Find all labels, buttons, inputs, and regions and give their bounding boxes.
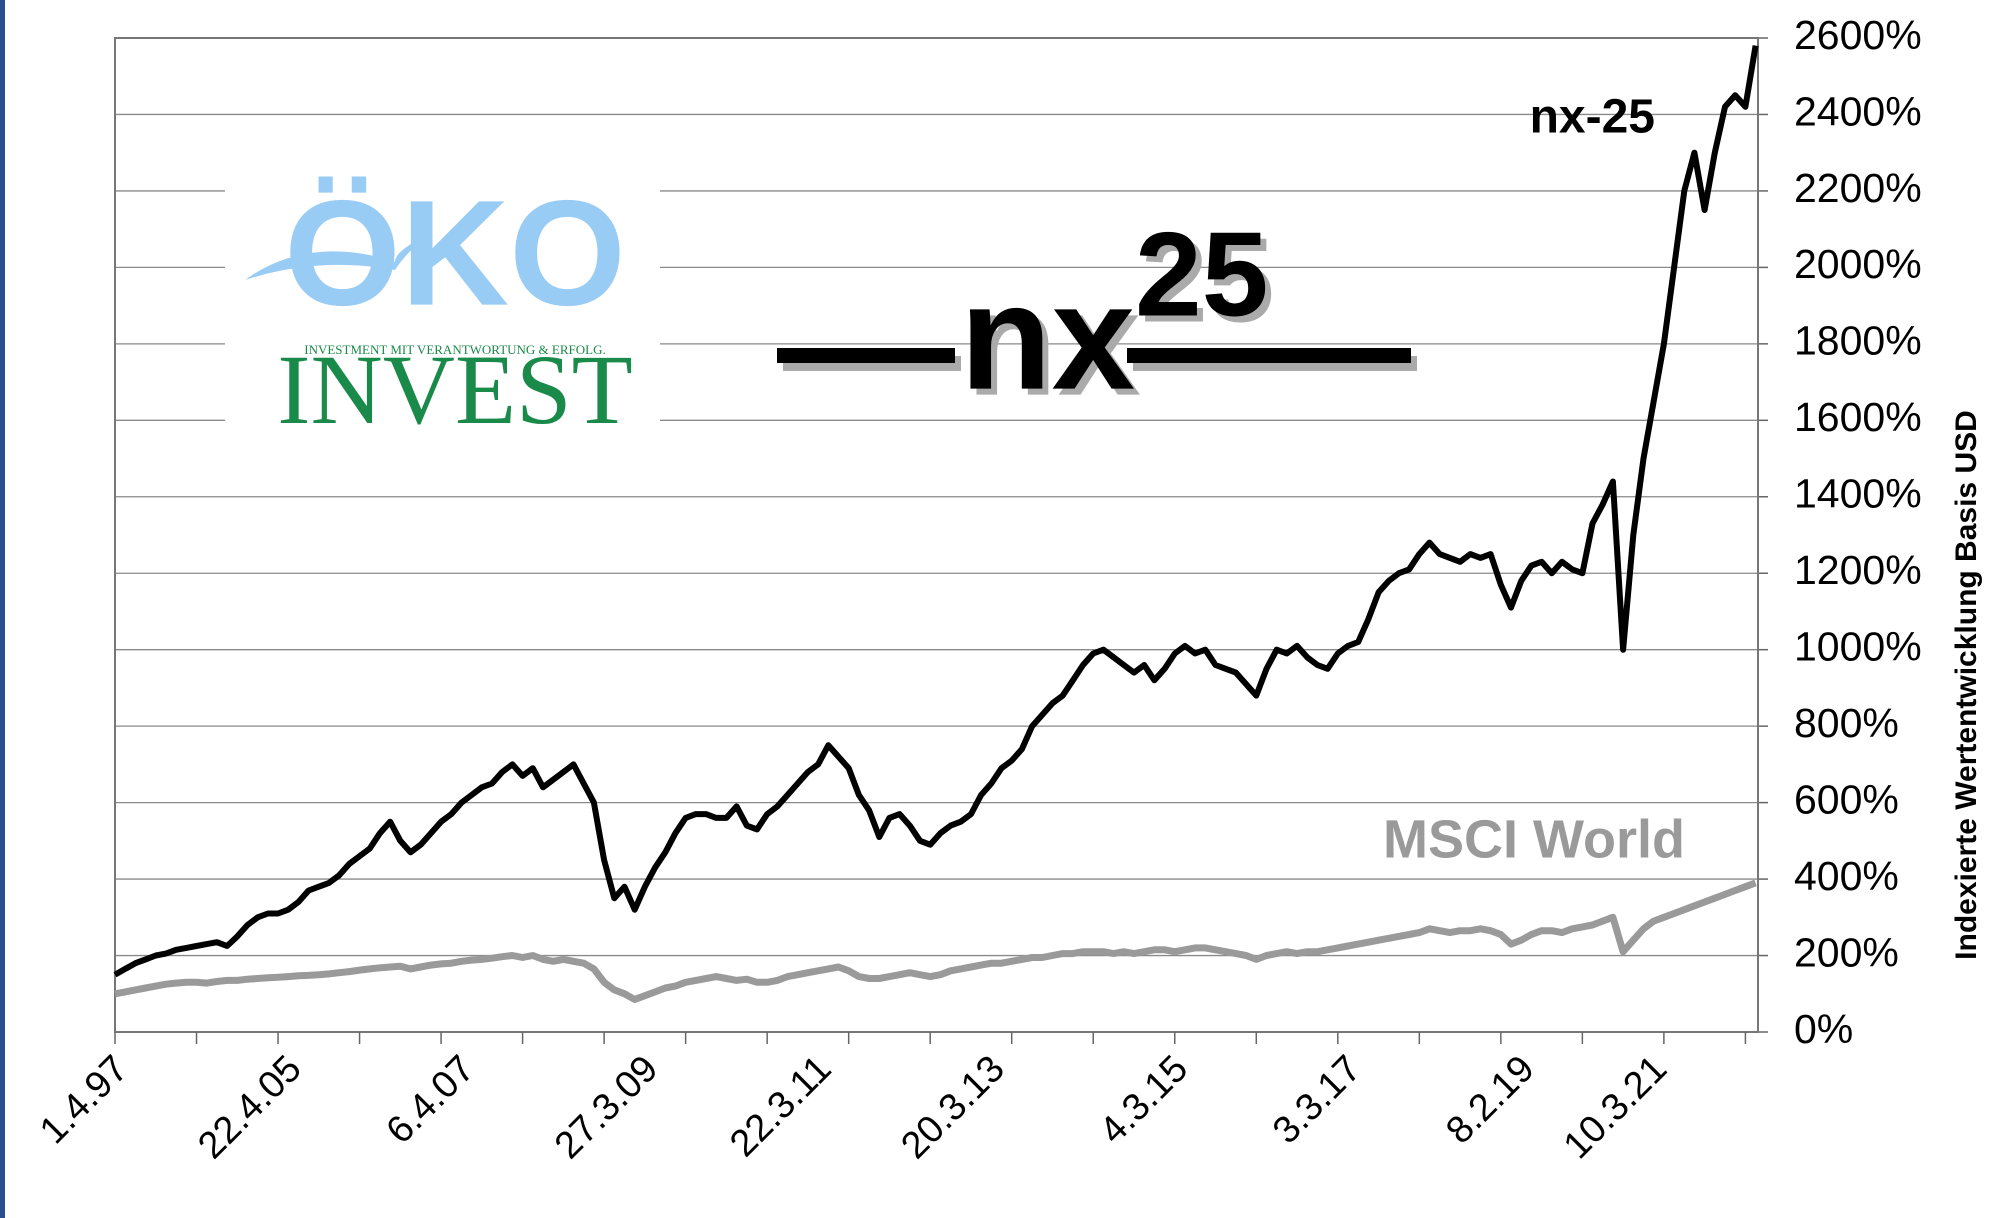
x-tick-label: 6.4.07 <box>379 1048 483 1152</box>
y-axis-title: Indexierte Wertentwicklung Basis USD <box>1950 410 1983 960</box>
tagline: INVESTMENT MIT VERANTWORTUNG & ERFOLG. <box>304 342 605 357</box>
y-tick-label: 2600% <box>1794 12 1922 58</box>
line-series <box>113 45 1759 978</box>
y-tick-label: 800% <box>1794 700 1899 746</box>
annotation: MSCI World <box>1383 809 1685 869</box>
x-tick-label: 22.3.11 <box>722 1048 839 1165</box>
logo-base: nx <box>960 253 1135 421</box>
brand: ÖKO <box>284 169 626 337</box>
y-tick-label: 2000% <box>1794 241 1922 287</box>
y-tick-label: 1200% <box>1794 547 1922 593</box>
logo-bar <box>777 348 955 363</box>
x-tick-label: 1.4.97 <box>32 1048 136 1152</box>
x-tick-label: 20.3.13 <box>893 1048 1012 1167</box>
logo-background <box>225 185 660 445</box>
y-tick-label: 1000% <box>1794 624 1922 670</box>
y-tick-label: 600% <box>1794 776 1899 822</box>
logo: ÖKO INVESTMENT MIT VERANTWORTUNG & ERFOL… <box>225 169 660 445</box>
logo-sup-shadow: 25 <box>1141 214 1274 348</box>
y-tick-label: 2200% <box>1794 165 1922 211</box>
x-tick-label: 8.2.19 <box>1438 1048 1542 1152</box>
y-tick-label: 1400% <box>1794 471 1922 517</box>
y-tick-label: 2400% <box>1794 88 1922 134</box>
y-tick-label: 400% <box>1794 853 1899 899</box>
x-tick-label: 22.4.05 <box>190 1048 309 1167</box>
brand-name: INVEST <box>277 334 633 445</box>
x-tick-label: 4.3.15 <box>1092 1048 1196 1152</box>
x-tick-label: 3.3.17 <box>1265 1048 1369 1152</box>
x-tick-label: 27.3.09 <box>547 1048 666 1167</box>
logo-sup: 25 <box>1135 208 1268 342</box>
left-edge <box>0 0 5 1218</box>
y-tick-label: 0% <box>1794 1006 1853 1052</box>
plot-border <box>114 37 1759 1033</box>
y-tick-label: 1800% <box>1794 318 1922 364</box>
y-tick-label: 1600% <box>1794 394 1922 440</box>
logo-bar <box>1127 348 1411 363</box>
x-tick-label: 10.3.21 <box>1556 1048 1675 1167</box>
y-tick-label: 200% <box>1794 929 1899 975</box>
line-series <box>114 879 1757 1003</box>
bird <box>245 232 430 280</box>
logo-base-shadow: nx <box>966 259 1141 427</box>
product-logo: nx 25 nx 25 <box>777 208 1417 427</box>
annotation: nx-25 <box>1530 91 1655 144</box>
